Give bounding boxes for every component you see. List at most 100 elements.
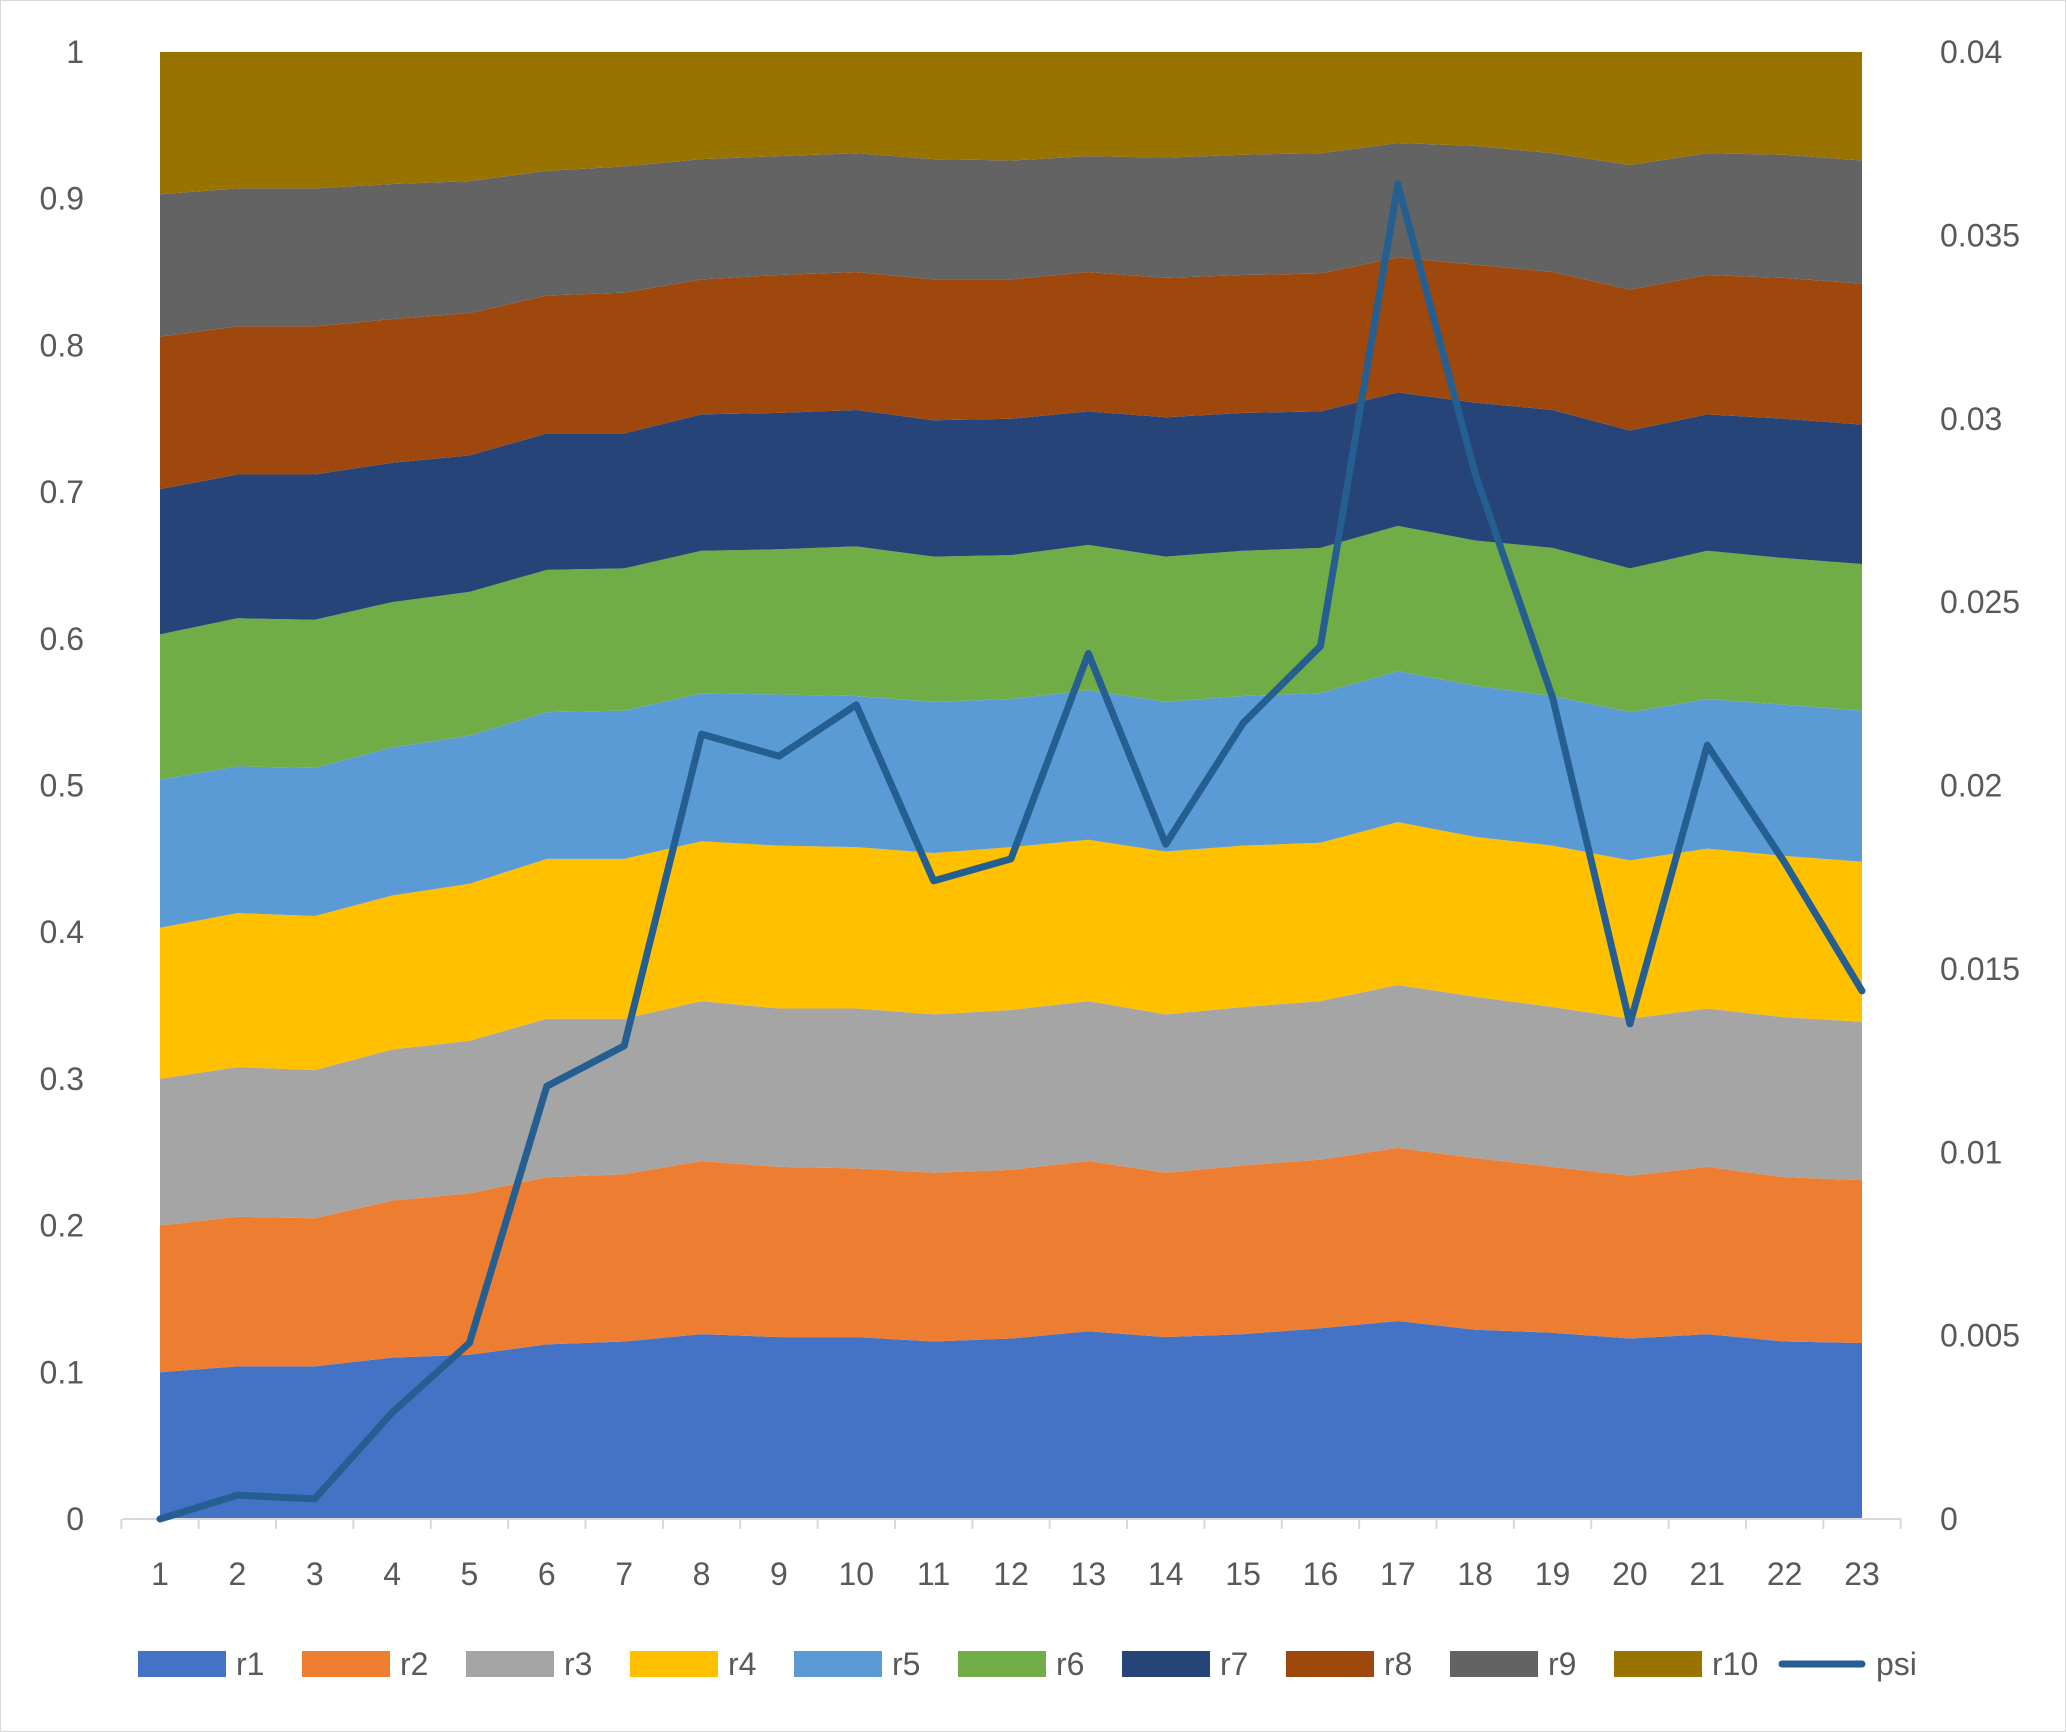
- y2-tick-label: 0.02: [1940, 768, 2002, 804]
- legend-swatch-r2: [302, 1651, 390, 1677]
- x-tick-label: 19: [1535, 1556, 1571, 1592]
- psi-point: [314, 1498, 316, 1500]
- y-tick-label: 0.4: [40, 914, 84, 950]
- y2-tick-label: 0.025: [1940, 584, 2020, 620]
- y-axis: 0 0.1 0.2 0.3 0.4 0.5 0.6 0.7 0.8 0.9 1: [40, 34, 84, 1537]
- legend-swatch-r9: [1450, 1651, 1538, 1677]
- x-tick-label: 3: [306, 1556, 324, 1592]
- legend: r1 r2 r3 r4 r5 r6 r7 r8 r9 r10 psi: [138, 1646, 1917, 1682]
- x-tick-label: 5: [461, 1556, 479, 1592]
- psi-point: [701, 733, 703, 735]
- x-tick-label: 20: [1612, 1556, 1648, 1592]
- x-tick-label: 14: [1148, 1556, 1184, 1592]
- y2-tick-label: 0.04: [1940, 34, 2002, 70]
- legend-swatch-r1: [138, 1651, 226, 1677]
- psi-line-layer: [156, 180, 1866, 1523]
- legend-swatch-r3: [466, 1651, 554, 1677]
- area-r1: [160, 1320, 1862, 1519]
- psi-point: [1861, 990, 1863, 992]
- y-tick-label: 0.6: [40, 621, 84, 657]
- psi-point: [1242, 722, 1244, 724]
- x-tick-label: 22: [1767, 1556, 1803, 1592]
- psi-point: [1087, 652, 1089, 654]
- psi-point: [546, 1085, 548, 1087]
- legend-label-r3: r3: [564, 1646, 592, 1682]
- area-layers: [160, 52, 1862, 1519]
- y-tick-label: 0.2: [40, 1208, 84, 1244]
- x-tick-label: 4: [383, 1556, 401, 1592]
- y-tick-label: 0.9: [40, 181, 84, 217]
- psi-point: [1629, 1023, 1631, 1025]
- psi-point: [391, 1412, 393, 1414]
- psi-point: [159, 1518, 161, 1520]
- psi-point: [1010, 858, 1012, 860]
- x-tick-label: 13: [1071, 1556, 1107, 1592]
- y-tick-label: 0.8: [40, 327, 84, 363]
- legend-label-r5: r5: [892, 1646, 920, 1682]
- x-tick-label: 18: [1457, 1556, 1493, 1592]
- psi-point: [623, 1045, 625, 1047]
- area-r10: [160, 52, 1862, 195]
- y2-tick-label: 0.015: [1940, 951, 2020, 987]
- y-tick-label: 1: [66, 34, 84, 70]
- psi-point: [1784, 862, 1786, 864]
- x-tick-label: 1: [151, 1556, 169, 1592]
- x-axis: 1 2 3 4 5 6 7 8 9 10 11 12 13 14 15 16 17 18 19 20 21 22 23: [120, 1518, 1902, 1592]
- y-tick-label: 0.7: [40, 474, 84, 510]
- legend-swatch-r10: [1614, 1651, 1702, 1677]
- legend-label-r7: r7: [1220, 1646, 1248, 1682]
- x-tick-label: 2: [228, 1556, 246, 1592]
- x-tick-label: 16: [1303, 1556, 1339, 1592]
- psi-point: [1397, 183, 1399, 185]
- area-r3: [160, 985, 1862, 1226]
- legend-swatch-r4: [630, 1651, 718, 1677]
- y2-tick-label: 0.005: [1940, 1318, 2020, 1354]
- x-tick-label: 17: [1380, 1556, 1416, 1592]
- x-tick-label: 7: [615, 1556, 633, 1592]
- legend-swatch-r6: [958, 1651, 1046, 1677]
- x-tick-label: 11: [917, 1556, 950, 1592]
- area-r2: [160, 1147, 1862, 1373]
- x-tick-label: 8: [693, 1556, 711, 1592]
- legend-label-r6: r6: [1056, 1646, 1084, 1682]
- y-tick-label: 0.1: [40, 1354, 84, 1390]
- legend-label-r1: r1: [236, 1646, 264, 1682]
- psi-point: [1552, 696, 1554, 698]
- y-tick-label: 0: [66, 1501, 84, 1537]
- legend-swatch-r8: [1286, 1651, 1374, 1677]
- secondary-y-axis: 0 0.005 0.01 0.015 0.02 0.025 0.03 0.035 0.04: [1940, 34, 2020, 1537]
- legend-label-r4: r4: [728, 1646, 756, 1682]
- legend-label-psi: psi: [1876, 1646, 1917, 1682]
- legend-swatch-r7: [1122, 1651, 1210, 1677]
- psi-point: [1319, 645, 1321, 647]
- psi-point: [236, 1494, 238, 1496]
- x-tick-label: 10: [838, 1556, 874, 1592]
- x-tick-label: 23: [1844, 1556, 1880, 1592]
- psi-point: [933, 880, 935, 882]
- y2-tick-label: 0.035: [1940, 217, 2020, 253]
- x-tick-label: 21: [1689, 1556, 1725, 1592]
- x-tick-label: 12: [993, 1556, 1029, 1592]
- y-tick-label: 0.3: [40, 1061, 84, 1097]
- area-r7: [160, 392, 1862, 635]
- legend-label-r9: r9: [1548, 1646, 1576, 1682]
- legend-label-r2: r2: [400, 1646, 428, 1682]
- y2-tick-label: 0.03: [1940, 401, 2002, 437]
- psi-point: [1165, 843, 1167, 845]
- legend-label-r10: r10: [1712, 1646, 1758, 1682]
- psi-point: [855, 704, 857, 706]
- psi-point: [1474, 473, 1476, 475]
- area-r4: [160, 822, 1862, 1079]
- y2-tick-label: 0: [1940, 1501, 1958, 1537]
- area-r6: [160, 525, 1862, 780]
- x-tick-label: 9: [770, 1556, 788, 1592]
- legend-swatch-r5: [794, 1651, 882, 1677]
- x-tick-label: 15: [1225, 1556, 1261, 1592]
- x-tick-label: 6: [538, 1556, 556, 1592]
- psi-point: [778, 755, 780, 757]
- y2-tick-label: 0.01: [1940, 1134, 2002, 1170]
- psi-point: [468, 1342, 470, 1344]
- y-tick-label: 0.5: [40, 768, 84, 804]
- area-r5: [160, 671, 1862, 928]
